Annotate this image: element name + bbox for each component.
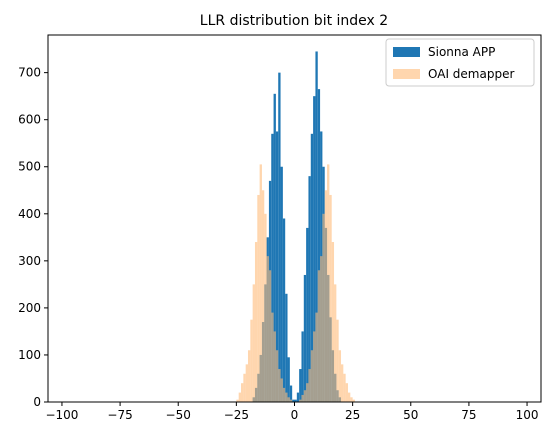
histogram-bar bbox=[261, 190, 265, 402]
histogram-bar bbox=[296, 392, 300, 402]
histogram-bar bbox=[275, 350, 279, 402]
legend-box bbox=[385, 38, 535, 87]
histogram-bar bbox=[294, 399, 297, 402]
legend-label: OAI demapper bbox=[428, 67, 514, 81]
x-tick-label: −50 bbox=[166, 408, 191, 422]
chart-title: LLR distribution bit index 2 bbox=[200, 13, 388, 29]
histogram-bar bbox=[320, 256, 323, 402]
histogram-bar bbox=[301, 331, 304, 402]
histogram-bar bbox=[259, 164, 262, 402]
histogram-bar bbox=[278, 72, 281, 403]
series-1 bbox=[236, 164, 355, 402]
histogram-bar bbox=[315, 51, 318, 402]
histogram-bar bbox=[285, 293, 288, 402]
histogram-bar bbox=[247, 350, 251, 402]
histogram-bar bbox=[268, 270, 272, 402]
histogram-bar bbox=[280, 166, 283, 402]
histogram-bar bbox=[282, 218, 286, 402]
histogram-bar bbox=[271, 312, 274, 402]
legend: Sionna APP OAI demapper bbox=[385, 38, 535, 87]
histogram-bar bbox=[338, 350, 342, 402]
histogram-bar bbox=[243, 373, 246, 402]
histogram-bar bbox=[273, 93, 276, 403]
histogram-bar bbox=[322, 213, 325, 402]
histogram-bar bbox=[315, 312, 318, 402]
x-tick-label: −25 bbox=[224, 408, 249, 422]
histogram-bar bbox=[308, 176, 311, 402]
legend-swatch bbox=[393, 69, 420, 79]
histogram-bar bbox=[299, 399, 302, 402]
histogram-bar bbox=[327, 164, 330, 402]
histogram-bar bbox=[317, 89, 321, 402]
bars-layer bbox=[236, 51, 355, 403]
histogram-bar bbox=[306, 227, 309, 402]
histogram-bar bbox=[313, 96, 316, 403]
histogram-bar bbox=[264, 213, 267, 402]
histogram-bar bbox=[303, 274, 307, 402]
y-tick-label: 400 bbox=[18, 207, 41, 221]
x-tick-label: −100 bbox=[45, 408, 78, 422]
y-tick-label: 300 bbox=[18, 254, 41, 268]
histogram-bar bbox=[336, 319, 339, 402]
histogram-bar bbox=[238, 392, 242, 402]
y-tick-label: 100 bbox=[18, 348, 41, 362]
histogram-bar bbox=[278, 369, 281, 402]
histogram-bar bbox=[343, 373, 346, 402]
histogram-bar bbox=[280, 378, 283, 402]
histogram-bar bbox=[334, 284, 337, 402]
histogram-bar bbox=[236, 399, 239, 402]
x-tick-label: 100 bbox=[516, 408, 539, 422]
histogram-bar bbox=[257, 194, 260, 402]
histogram-bar bbox=[289, 399, 293, 402]
histogram-bar bbox=[308, 369, 311, 402]
histogram-bar bbox=[250, 319, 253, 402]
histogram-bar bbox=[341, 364, 344, 402]
histogram-bar bbox=[303, 390, 307, 402]
legend-label: Sionna APP bbox=[428, 45, 495, 59]
histogram-bar bbox=[329, 194, 332, 402]
histogram-bar bbox=[310, 350, 314, 402]
y-tick-label: 700 bbox=[18, 66, 41, 80]
x-tick-label: 50 bbox=[403, 408, 418, 422]
histogram-bar bbox=[266, 256, 269, 402]
histogram-bar bbox=[352, 399, 355, 402]
histogram-bar bbox=[324, 190, 328, 402]
histogram-bar bbox=[306, 383, 309, 402]
histogram-bar bbox=[289, 385, 293, 402]
y-tick-label: 500 bbox=[18, 160, 41, 174]
x-tick-label: −75 bbox=[107, 408, 132, 422]
histogram-bar bbox=[317, 270, 321, 402]
histogram-bar bbox=[331, 242, 335, 402]
histogram-bar bbox=[350, 397, 353, 402]
histogram-bar bbox=[271, 133, 274, 403]
histogram-bar bbox=[275, 131, 279, 402]
histogram-bar bbox=[313, 331, 316, 402]
histogram-bar bbox=[252, 284, 255, 402]
histogram-bar bbox=[347, 392, 351, 402]
axes-layer: −100 −75 −50 −25 0 25 50 75 100 0 100 200 300 400 500 6… bbox=[18, 34, 542, 422]
x-tick-label: 25 bbox=[345, 408, 360, 422]
histogram-bar bbox=[345, 383, 348, 402]
histogram-bar bbox=[285, 392, 288, 402]
y-tick-label: 600 bbox=[18, 113, 41, 127]
y-tick-label: 200 bbox=[18, 301, 41, 315]
histogram-bar bbox=[287, 397, 290, 402]
histogram-bar bbox=[282, 387, 286, 402]
histogram-bar bbox=[254, 242, 258, 402]
legend-swatch bbox=[393, 47, 420, 57]
histogram-bar bbox=[292, 399, 295, 402]
x-tick-label: 0 bbox=[291, 408, 299, 422]
histogram-bar bbox=[310, 133, 314, 403]
histogram-bar bbox=[241, 383, 244, 402]
histogram-bar bbox=[245, 364, 248, 402]
histogram-bar bbox=[301, 394, 304, 402]
histogram-bar bbox=[299, 369, 302, 402]
x-tick-label: 75 bbox=[461, 408, 476, 422]
histogram-bar bbox=[273, 331, 276, 402]
y-tick-label: 0 bbox=[33, 395, 41, 409]
histogram-bar bbox=[287, 357, 290, 402]
